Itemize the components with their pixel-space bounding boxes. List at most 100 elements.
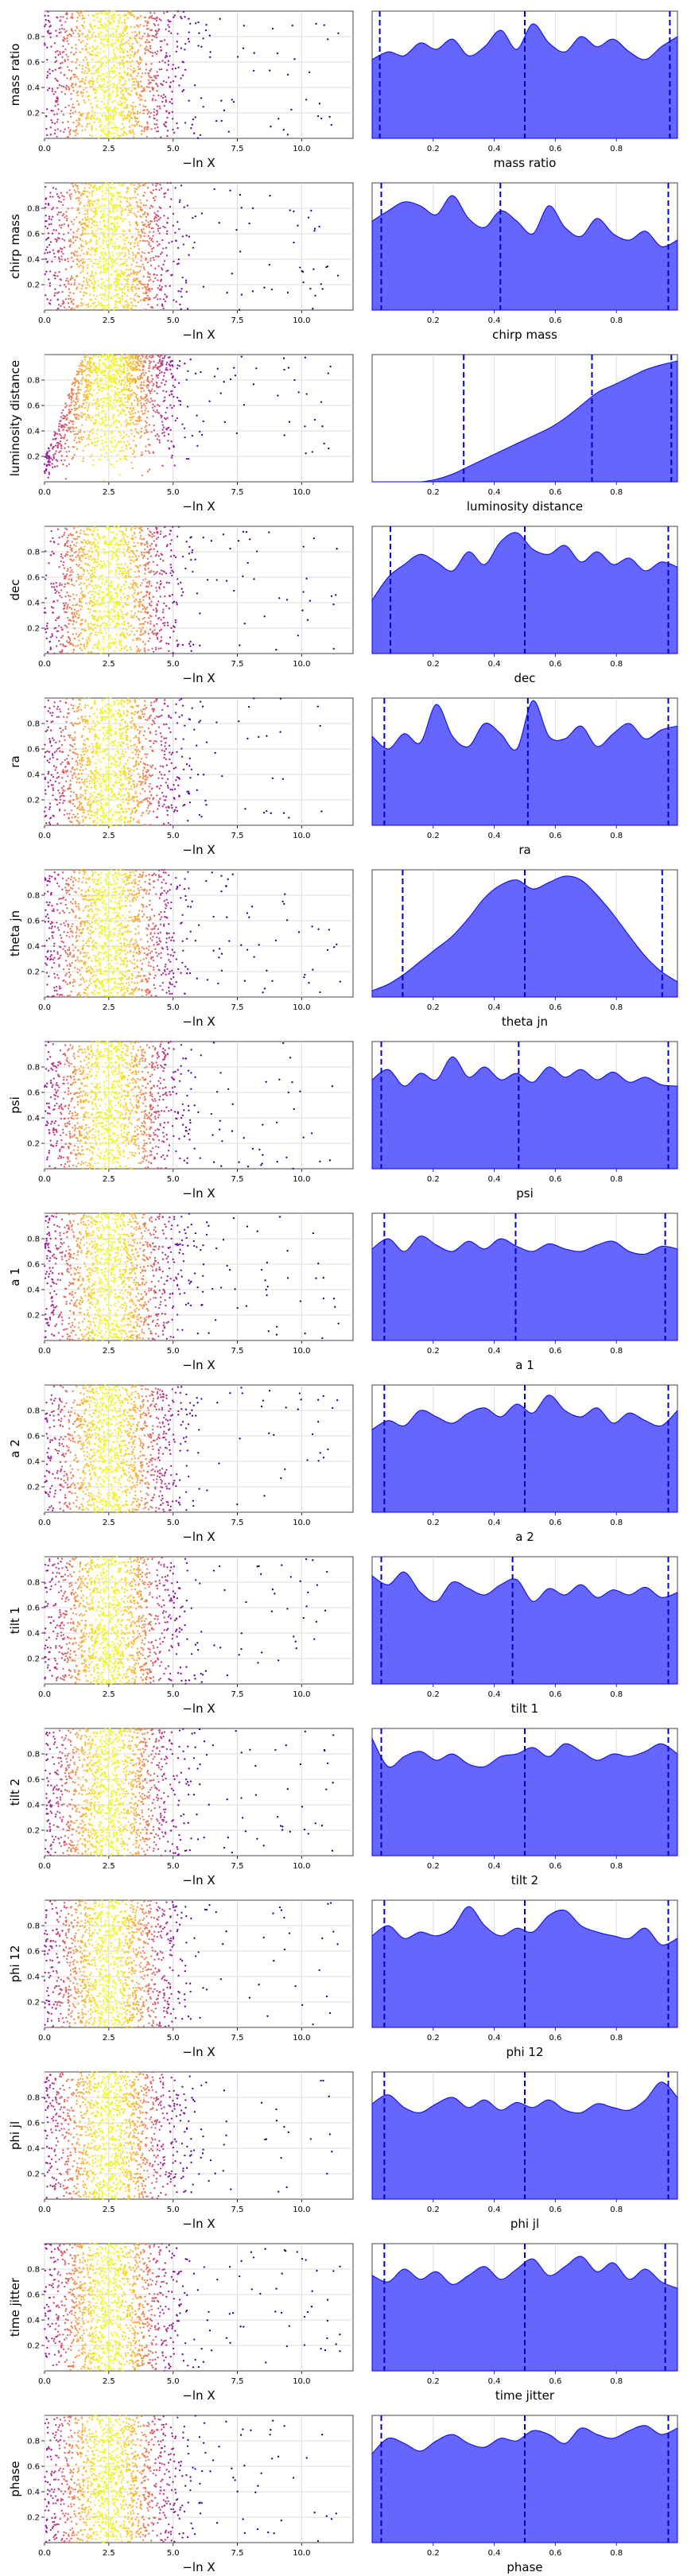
sample-point — [136, 204, 138, 207]
sample-point — [140, 360, 142, 363]
sample-point — [72, 185, 75, 188]
sample-point — [146, 394, 148, 397]
sample-point — [142, 387, 144, 390]
sample-point — [156, 438, 158, 440]
sample-point — [161, 96, 165, 99]
sample-point — [187, 37, 190, 41]
sample-point — [313, 227, 316, 230]
sample-point — [138, 378, 141, 380]
sample-point — [71, 387, 73, 390]
sample-point — [91, 114, 94, 117]
x-tick-label: 10.0 — [293, 145, 310, 153]
sample-point — [64, 406, 67, 409]
x-tick-label: 0.0 — [38, 660, 51, 669]
sample-point — [45, 185, 47, 188]
sample-point — [111, 390, 113, 392]
sample-point — [169, 368, 172, 370]
sample-point — [103, 383, 106, 386]
sample-point — [132, 545, 134, 548]
sample-point — [75, 84, 77, 87]
sample-point — [111, 445, 114, 448]
sample-point — [153, 127, 157, 130]
sample-point — [117, 358, 119, 360]
sample-point — [56, 239, 58, 241]
sample-point — [153, 75, 156, 77]
sample-point — [63, 585, 66, 588]
sample-point — [299, 266, 301, 269]
sample-point — [192, 246, 195, 249]
sample-point — [118, 76, 122, 79]
sample-point — [153, 211, 156, 214]
sample-point — [290, 108, 293, 111]
sample-point — [79, 29, 81, 33]
sample-point — [161, 370, 163, 374]
sample-point — [94, 88, 96, 91]
sample-point — [99, 48, 103, 50]
sample-point — [135, 24, 138, 27]
sample-point — [52, 249, 54, 251]
sample-point — [127, 634, 130, 637]
sample-point — [144, 426, 146, 429]
sample-point — [115, 229, 118, 232]
sample-point — [81, 223, 83, 225]
sample-point — [142, 105, 145, 107]
x-tick-label: 0.8 — [610, 145, 623, 153]
sample-point — [76, 370, 80, 373]
sample-point — [87, 284, 89, 286]
sample-point — [127, 111, 130, 113]
sample-point — [76, 388, 80, 391]
sample-point — [114, 245, 116, 248]
sample-point — [52, 252, 56, 254]
sample-point — [133, 449, 135, 452]
sample-point — [113, 449, 115, 452]
sample-point — [64, 459, 66, 462]
sample-point — [140, 397, 142, 399]
sample-point — [133, 26, 136, 29]
sample-point — [118, 183, 120, 186]
sample-point — [242, 47, 245, 49]
sample-point — [156, 50, 159, 52]
sample-point — [131, 305, 134, 307]
sample-point — [151, 647, 153, 650]
sample-point — [109, 367, 111, 370]
sample-point — [151, 630, 154, 633]
sample-point — [87, 264, 89, 266]
sample-point — [111, 259, 114, 262]
sample-point — [111, 67, 114, 69]
sample-point — [75, 556, 77, 558]
sample-point — [106, 214, 109, 216]
sample-point — [47, 232, 50, 235]
sample-point — [44, 273, 46, 276]
sample-point — [87, 370, 91, 372]
sample-point — [182, 243, 185, 246]
sample-point — [46, 30, 49, 33]
sample-point — [92, 116, 95, 119]
sample-point — [122, 63, 124, 65]
sample-point — [116, 274, 118, 277]
sample-point — [152, 88, 154, 91]
sample-point — [89, 456, 91, 458]
sample-point — [99, 603, 102, 606]
sample-point — [118, 383, 120, 386]
sample-point — [99, 293, 101, 296]
sample-point — [98, 205, 100, 208]
sample-point — [70, 240, 72, 242]
sample-point — [87, 436, 90, 439]
sample-point — [143, 268, 146, 270]
sample-point — [82, 25, 84, 28]
sample-point — [151, 34, 153, 37]
sample-point — [181, 555, 184, 558]
sample-point — [44, 471, 46, 475]
sample-point — [289, 209, 291, 211]
sample-point — [161, 303, 164, 305]
sample-point — [91, 72, 93, 75]
sample-point — [150, 356, 153, 359]
y-tick-label: 0.4 — [27, 428, 40, 436]
sample-point — [107, 525, 109, 528]
sample-point — [138, 619, 141, 621]
sample-point — [72, 223, 75, 226]
sample-point — [111, 222, 113, 225]
sample-point — [98, 67, 100, 70]
sample-point — [73, 404, 76, 407]
sample-point — [57, 592, 60, 594]
